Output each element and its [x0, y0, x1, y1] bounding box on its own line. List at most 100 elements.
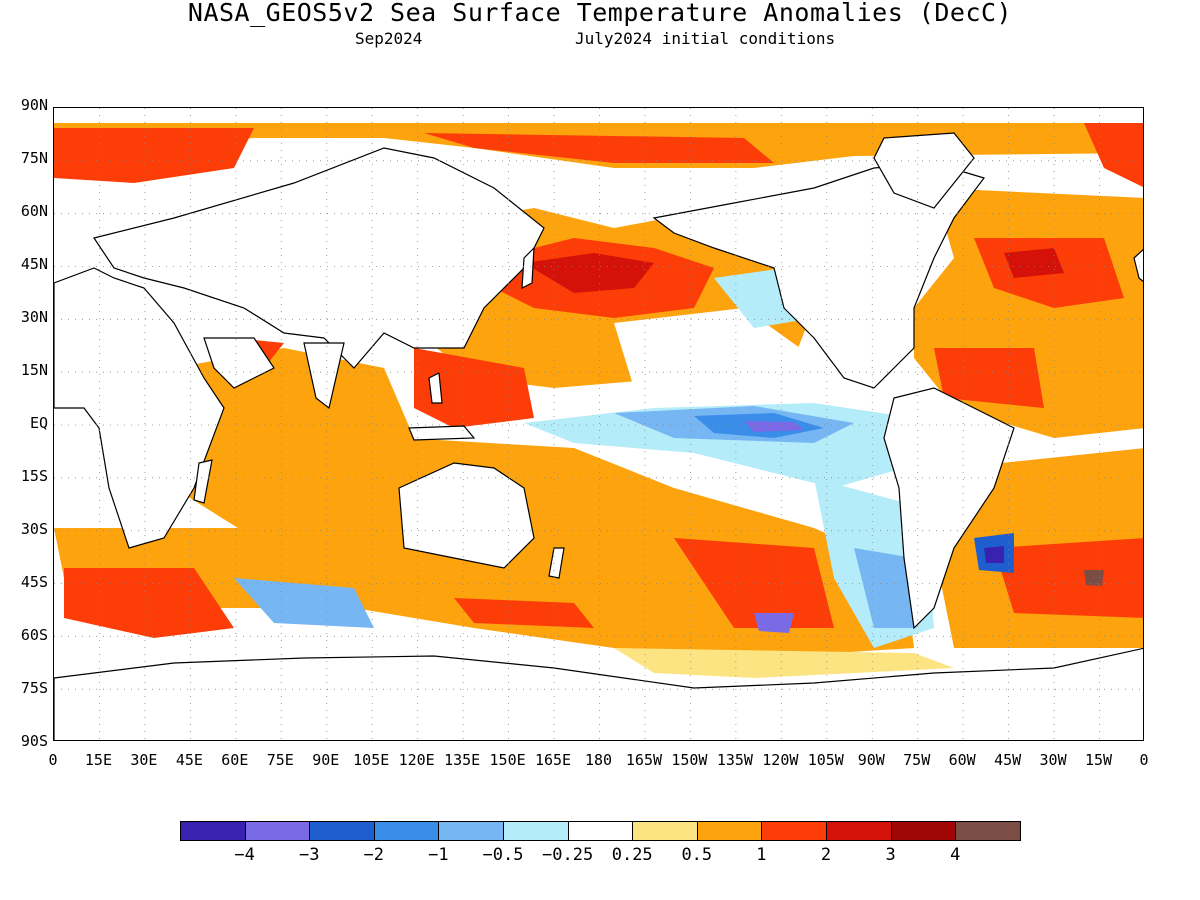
lat-tick-label: 75S [20, 679, 48, 697]
lat-tick-label: 45N [20, 255, 48, 273]
land-masses [54, 132, 1143, 740]
colorbar-tick-label: −4 [234, 845, 255, 865]
colorbar-swatch [503, 821, 569, 841]
colorbar-tick-label: 0.5 [681, 845, 713, 865]
anomaly-patch [54, 128, 254, 183]
colorbar-swatch [309, 821, 375, 841]
lon-tick-label: 15E [84, 751, 112, 769]
lon-tick-label: 75W [903, 751, 931, 769]
lon-tick-label: 45E [175, 751, 203, 769]
anomaly-patch [1084, 570, 1104, 586]
anomaly-patch [234, 578, 374, 628]
land-north-america [652, 162, 985, 389]
colorbar-swatch [632, 821, 698, 841]
lat-tick-label: 90N [20, 96, 48, 114]
colorbar-swatch [373, 821, 440, 841]
lon-tick-label: 15W [1084, 751, 1113, 769]
lon-tick-label: 45W [994, 751, 1022, 769]
lon-tick-label: 120W [762, 751, 799, 769]
land-madagascar [193, 459, 213, 504]
colorbar-swatch [826, 821, 892, 841]
lat-tick-label: 60S [20, 626, 48, 644]
anomaly-map [53, 107, 1144, 741]
land-antarctica [54, 647, 1143, 740]
anomaly-patch [674, 538, 834, 628]
lon-tick-label: 165W [625, 751, 663, 769]
lon-tick-label: 150E [489, 751, 526, 769]
colorbar-swatch [244, 821, 311, 841]
colorbar-swatch [955, 821, 1021, 841]
colorbar-swatch [438, 821, 504, 841]
land-eurasia [93, 147, 545, 369]
colorbar-tick-label: 4 [950, 845, 961, 865]
lon-tick-label: 150W [671, 751, 708, 769]
anomaly-patch [524, 253, 654, 293]
map-title: NASA_GEOS5v2 Sea Surface Temperature Ano… [187, 0, 1013, 27]
colorbar-swatch [180, 821, 246, 841]
lon-tick-label: 120E [398, 751, 435, 769]
lon-tick-label: 90W [857, 751, 885, 769]
valid-month-label: Sep2024 [355, 29, 423, 48]
lat-tick-label: 60N [20, 202, 48, 220]
land-uk [1133, 249, 1143, 283]
land-india [303, 342, 345, 410]
lon-tick-label: 180 [584, 751, 613, 769]
lon-tick-label: 60W [948, 751, 976, 769]
land-new-zealand [548, 547, 565, 579]
land-philippines [428, 372, 443, 404]
lat-tick-label: 15S [20, 467, 48, 485]
anomaly-patch [454, 598, 594, 628]
anomaly-map-canvas [54, 108, 1143, 740]
anomaly-patch [1084, 123, 1143, 188]
colorbar-tick-label: 3 [885, 845, 896, 865]
land-greenland [873, 132, 975, 209]
land-indonesia [408, 425, 476, 441]
land-australia [398, 462, 535, 569]
land-south-america [883, 387, 1015, 630]
anomaly-patch [984, 546, 1004, 563]
lat-tick-label: 75N [20, 149, 48, 167]
land-africa [54, 267, 225, 549]
anomaly-patch [744, 421, 804, 432]
lon-tick-label: 60E [221, 751, 249, 769]
colorbar-swatch [761, 821, 827, 841]
anomaly-patch [614, 648, 954, 678]
graticule [54, 108, 1143, 740]
colorbar-tick-label: 1 [756, 845, 767, 865]
colorbar-swatch [890, 821, 957, 841]
colorbar-swatch [567, 821, 634, 841]
lon-tick-label: 90E [312, 751, 340, 769]
colorbar-tick-label: 2 [820, 845, 832, 865]
lon-tick-label: 165E [534, 751, 572, 769]
lat-tick-label: 45S [20, 573, 48, 591]
anomaly-patch [414, 348, 534, 428]
anomaly-patch [64, 568, 234, 638]
colorbar-tick-label: −1 [428, 845, 449, 865]
colorbar-tick-label: −3 [298, 845, 320, 865]
initial-conditions-label: July2024 initial conditions [575, 29, 836, 48]
lon-tick-label: 30E [130, 751, 158, 769]
lon-tick-label: 135E [444, 751, 481, 769]
anomaly-patch [614, 308, 814, 398]
lon-tick-label: 0 [48, 751, 58, 769]
land-japan [521, 246, 535, 290]
anomaly-patch [854, 548, 914, 628]
lat-tick-label: 15N [20, 361, 48, 379]
colorbar-tick-label: −0.25 [542, 845, 594, 865]
anomaly-patch [754, 613, 794, 633]
lon-tick-label: 105W [807, 751, 844, 769]
anomaly-patch [994, 538, 1143, 618]
lat-tick-label: 90S [20, 732, 48, 750]
lon-tick-label: 75E [266, 751, 294, 769]
lat-tick-label: EQ [29, 414, 48, 432]
lon-tick-label: 105E [353, 751, 390, 769]
lat-tick-label: 30N [20, 308, 48, 326]
lat-tick-label: 30S [20, 520, 48, 538]
colorbar-tick-label: −0.5 [482, 845, 524, 865]
colorbar-swatch [696, 821, 763, 841]
anomaly-patch [174, 348, 414, 538]
lon-tick-label: 0 [1139, 751, 1149, 769]
colorbar-tick-label: 0.25 [611, 845, 653, 865]
land-arabia [203, 337, 275, 389]
anomaly-patch [1004, 248, 1064, 278]
